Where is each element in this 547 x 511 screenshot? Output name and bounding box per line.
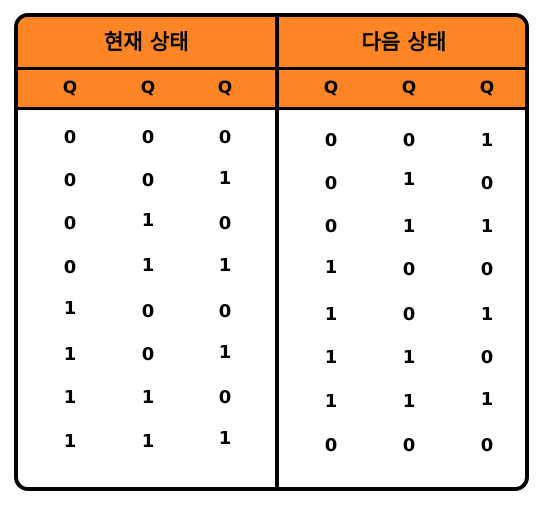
next-state-cell: 1 bbox=[324, 257, 338, 278]
next-state-cell: 1 bbox=[402, 391, 416, 412]
next-state-cell: 0 bbox=[402, 304, 416, 325]
current-state-cell: 0 bbox=[63, 213, 77, 234]
next-col-header-q: Q bbox=[479, 78, 495, 98]
current-state-cell: 1 bbox=[218, 428, 232, 449]
next-state-cell: 0 bbox=[324, 435, 338, 456]
next-col-header-q: Q bbox=[323, 78, 339, 98]
current-state-cell: 0 bbox=[218, 387, 232, 408]
next-state-cell: 1 bbox=[480, 304, 494, 325]
current-state-cell: 0 bbox=[218, 301, 232, 322]
current-state-cell: 1 bbox=[63, 344, 77, 365]
next-state-cell: 0 bbox=[480, 173, 494, 194]
state-transition-table: 현재 상태 다음 상태 Q Q Q 0 0 0 0 0 1 0 1 0 0 1 1 1 0 0 1 0 1 1 1 0 1 1 1 Q… bbox=[14, 13, 529, 491]
current-state-cell: 0 bbox=[218, 213, 232, 234]
current-state-cell: 1 bbox=[141, 431, 155, 452]
next-state-cell: 0 bbox=[402, 435, 416, 456]
current-state-cell: 1 bbox=[141, 210, 155, 231]
next-state-cell: 0 bbox=[402, 259, 416, 280]
current-state-cell: 1 bbox=[63, 387, 77, 408]
current-col-header-q: Q bbox=[217, 78, 233, 98]
current-state-title: 현재 상태 bbox=[104, 30, 189, 54]
next-state-cell: 1 bbox=[402, 169, 416, 190]
next-state-cell: 0 bbox=[324, 216, 338, 237]
next-state-cell: 0 bbox=[324, 130, 338, 151]
current-state-cell: 0 bbox=[141, 127, 155, 148]
next-state-cell: 1 bbox=[402, 347, 416, 368]
next-state-cell: 0 bbox=[480, 259, 494, 280]
next-col-header-q: Q bbox=[401, 78, 417, 98]
next-state-cell: 0 bbox=[480, 347, 494, 368]
current-state-cell: 0 bbox=[141, 170, 155, 191]
current-state-cell: 1 bbox=[218, 342, 232, 363]
current-state-cell: 1 bbox=[141, 255, 155, 276]
next-state-cell: 1 bbox=[324, 391, 338, 412]
current-state-cell: 1 bbox=[63, 431, 77, 452]
body-divider bbox=[18, 107, 525, 110]
current-col-header-q: Q bbox=[140, 78, 156, 98]
current-state-cell: 0 bbox=[141, 344, 155, 365]
group-header-band bbox=[18, 17, 525, 67]
current-state-cell: 1 bbox=[63, 298, 77, 319]
header-divider bbox=[18, 67, 525, 70]
current-state-cell: 0 bbox=[63, 257, 77, 278]
current-state-cell: 0 bbox=[218, 127, 232, 148]
current-state-cell: 0 bbox=[63, 170, 77, 191]
next-state-cell: 1 bbox=[324, 304, 338, 325]
column-header-band bbox=[18, 70, 525, 107]
group-divider bbox=[275, 17, 279, 487]
next-state-title: 다음 상태 bbox=[361, 30, 447, 54]
current-col-header-q: Q bbox=[62, 78, 78, 98]
next-state-cell: 1 bbox=[480, 389, 494, 410]
next-state-cell: 1 bbox=[402, 216, 416, 237]
next-state-cell: 1 bbox=[324, 347, 338, 368]
current-state-cell: 0 bbox=[63, 127, 77, 148]
next-state-cell: 1 bbox=[480, 130, 494, 151]
next-state-cell: 0 bbox=[324, 173, 338, 194]
current-state-cell: 1 bbox=[218, 168, 232, 189]
current-state-cell: 1 bbox=[218, 255, 232, 276]
current-state-cell: 0 bbox=[141, 301, 155, 322]
current-state-cell: 1 bbox=[141, 387, 155, 408]
next-state-cell: 0 bbox=[480, 435, 494, 456]
next-state-cell: 0 bbox=[402, 130, 416, 151]
next-state-cell: 1 bbox=[480, 216, 494, 237]
